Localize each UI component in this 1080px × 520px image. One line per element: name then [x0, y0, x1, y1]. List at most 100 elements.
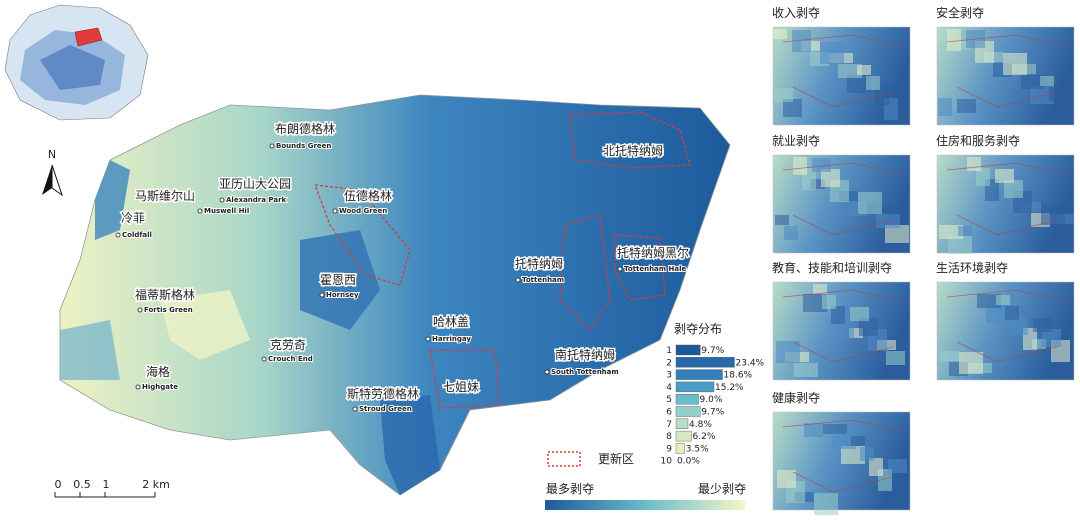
place-name-zh: 南托特纳姆 — [555, 347, 615, 362]
place-dot — [137, 307, 143, 313]
renewal-outline — [314, 111, 691, 409]
place-name-zh: 托特纳姆黑尔 — [617, 245, 689, 260]
legend: 更新区 最多剥夺 最少剥夺 — [545, 451, 746, 510]
north-label: N — [48, 148, 56, 161]
value-label: 15.2% — [715, 383, 744, 393]
place-name-zh: 海格 — [146, 364, 170, 379]
place-name-en: Bounds Green — [276, 142, 331, 150]
panel-patch — [793, 157, 807, 175]
place-dot — [319, 292, 325, 298]
place-name-en: Tottenham Hale — [624, 265, 686, 273]
panel-patch — [957, 99, 976, 113]
distribution-title: 剥夺分布 — [674, 322, 722, 336]
panel-patch — [820, 42, 844, 64]
panel-boundary — [782, 162, 904, 236]
panel-patch — [804, 423, 823, 437]
bar — [675, 369, 723, 380]
place-name-zh: 福蒂斯格林 — [135, 287, 195, 302]
panel-patch — [784, 226, 798, 240]
panel-patch — [886, 351, 905, 365]
panel-patch — [838, 64, 862, 78]
place-name-en: South Tottenham — [551, 368, 619, 376]
bar — [675, 406, 701, 417]
panel-patch — [849, 328, 863, 338]
panel-patch — [995, 169, 1014, 183]
place-name-en: Wood Green — [339, 207, 387, 215]
panel-patch — [813, 284, 827, 294]
place-name-zh: 霍恩西 — [320, 273, 356, 287]
inset-map — [4, 4, 149, 121]
panel-patch — [875, 87, 889, 105]
place-name-zh: 哈林盖 — [433, 315, 469, 329]
panel-patch — [887, 480, 901, 490]
scale-label: 2 km — [142, 478, 170, 491]
panel-patch — [888, 459, 907, 473]
panel-title: 教育、技能和培训剥夺 — [772, 260, 892, 275]
panel-patch — [1032, 339, 1046, 349]
panel-patch — [794, 363, 818, 377]
place-name-en: Stroud Green — [359, 405, 412, 413]
panel-patch — [860, 447, 874, 461]
north-arrow: N — [42, 148, 63, 197]
place-dot — [269, 143, 275, 149]
level-label: 9 — [666, 444, 672, 454]
place-dot — [197, 208, 203, 214]
bar — [675, 418, 689, 429]
value-label: 0.0% — [677, 457, 700, 467]
place-dot — [544, 369, 550, 375]
panel-title: 生活环境剥夺 — [936, 260, 1008, 275]
bar — [675, 430, 692, 442]
panel-patch — [996, 295, 1010, 305]
panel-patch — [939, 225, 963, 239]
panel-boundary — [782, 419, 904, 493]
renewal-legend: 更新区 — [598, 451, 634, 466]
color-ramp — [545, 500, 745, 510]
panel-patch — [885, 225, 909, 243]
bar — [675, 357, 735, 368]
panel-patch — [822, 295, 836, 309]
renewal-label: 七姐妹 — [443, 380, 479, 394]
place-name-en: Crouch End — [268, 355, 313, 363]
place-name-zh: 冷菲 — [121, 211, 145, 225]
main-map — [59, 94, 731, 496]
panel-title: 就业剥夺 — [772, 134, 820, 148]
panel-patch — [832, 435, 856, 449]
panel-patch — [812, 158, 831, 172]
panel-patch — [956, 40, 970, 50]
place-dot — [425, 336, 431, 342]
scale-bar: 0 0.5 1 2 km — [54, 478, 170, 498]
panel-patch — [948, 236, 972, 254]
bar — [675, 394, 699, 405]
renewal-label: 北托特纳姆 — [603, 143, 663, 158]
panel-patch — [938, 98, 952, 116]
panel-patch — [986, 305, 1010, 323]
place-name-en: Alexandra Park — [226, 196, 287, 204]
place-dot — [115, 232, 121, 238]
panel-boundary — [946, 34, 1068, 108]
place-dot — [332, 208, 338, 214]
level-label: 1 — [666, 346, 672, 356]
level-label: 8 — [666, 432, 672, 442]
panel-patch — [775, 215, 789, 225]
panel-patch — [773, 29, 787, 39]
panel-patch — [866, 76, 880, 90]
panel-patch — [1049, 87, 1063, 101]
panel-boundary — [782, 289, 904, 363]
panel-patch — [841, 446, 865, 464]
scale-label: 0 — [55, 478, 62, 491]
panel-patch — [774, 88, 793, 102]
place-dot — [617, 266, 623, 272]
panel-patch — [1014, 317, 1028, 335]
panel-patch — [814, 493, 838, 515]
value-label: 4.8% — [689, 420, 712, 430]
panel-patch — [811, 179, 825, 189]
distribution-legend: 剥夺分布 1 9.7% 2 23.4% 3 18.6% 4 15.2% 5 9.0% 6 9.7% 7 4… — [661, 322, 765, 467]
scale-label: 1 — [103, 478, 110, 491]
panel-patch — [776, 341, 800, 363]
level-label: 6 — [666, 408, 672, 418]
place-name-en: Harringay — [432, 335, 471, 343]
panel-patch — [1004, 180, 1023, 198]
place-name-en: Hornsey — [326, 291, 359, 299]
place-name-en: Tottenham — [522, 276, 564, 284]
